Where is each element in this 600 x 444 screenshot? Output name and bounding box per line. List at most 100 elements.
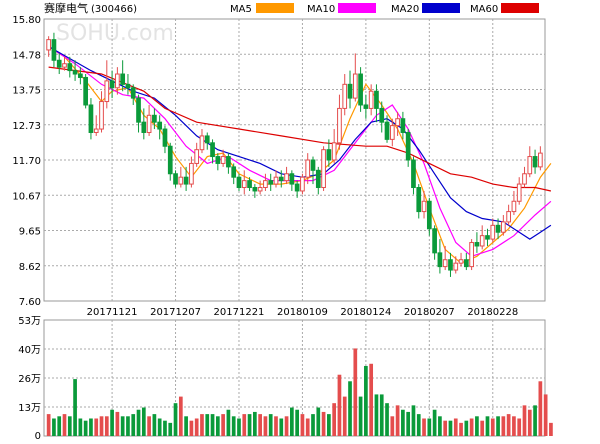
- ma-line-ma5: [48, 45, 552, 264]
- candle-body: [104, 80, 110, 103]
- volume-bar: [480, 420, 485, 436]
- volume-bar: [406, 411, 411, 436]
- candle-body: [522, 173, 527, 185]
- candle-body: [268, 180, 274, 185]
- candle-body: [141, 121, 147, 133]
- volume-bar: [332, 403, 337, 436]
- volume-bar: [427, 418, 432, 436]
- candle-body: [405, 131, 411, 161]
- candle-body: [358, 73, 363, 106]
- volume-bar: [78, 418, 83, 436]
- volume-bar: [136, 409, 141, 436]
- candle-body: [310, 159, 316, 171]
- candle-body: [305, 159, 311, 178]
- candle-body: [363, 104, 369, 109]
- candle-body: [331, 142, 337, 161]
- volume-bar: [311, 414, 315, 436]
- volume-bar: [226, 409, 231, 436]
- price-tick-label: 12.73: [12, 121, 41, 132]
- volume-bar: [178, 396, 183, 436]
- candle-body: [204, 135, 210, 144]
- axis-labels: 15.80 14.78 13.75 12.73 11.70 10.67 9.65 8.62 7.…: [12, 15, 518, 442]
- volume-bar: [448, 420, 453, 436]
- candle-body: [51, 39, 57, 61]
- volume-bar: [395, 405, 400, 436]
- candle-body: [273, 176, 279, 185]
- stock-name: 赛摩电气: [44, 1, 88, 15]
- candle-body: [315, 169, 321, 189]
- candle-body: [384, 121, 390, 140]
- candle-body: [352, 73, 358, 99]
- candle-body: [379, 107, 385, 123]
- volume-bar: [131, 414, 136, 436]
- volume-bar: [67, 416, 72, 436]
- candle-body: [130, 87, 136, 99]
- sohu-watermark: SOHU.com: [56, 21, 174, 46]
- candle-body: [215, 156, 221, 164]
- price-tick-label: 15.80: [12, 15, 41, 26]
- candle-body: [257, 187, 263, 192]
- volume-bar: [321, 411, 326, 436]
- volume-bar: [501, 416, 506, 436]
- candle-body: [72, 70, 78, 75]
- price-grid: [43, 18, 546, 302]
- volume-bar: [469, 418, 474, 436]
- volume-tick-label: 53万: [18, 316, 41, 327]
- volume-bar: [252, 411, 257, 436]
- candle-body: [506, 211, 511, 223]
- date-tick-label: 20171207: [150, 307, 201, 318]
- candle-body: [300, 176, 305, 192]
- volume-bar: [316, 407, 321, 436]
- volume-bar: [543, 394, 548, 436]
- volume-bar: [379, 394, 384, 436]
- candle-body: [278, 176, 284, 182]
- candle-body: [474, 242, 480, 247]
- volume-bar: [284, 416, 289, 436]
- price-tick-label: 13.75: [12, 86, 41, 97]
- candle-body: [337, 107, 342, 144]
- candle-body: [178, 176, 184, 185]
- candle-body: [463, 259, 469, 268]
- candle-body: [442, 259, 448, 268]
- candle-body: [226, 156, 231, 168]
- volume-bar: [194, 418, 199, 436]
- candle-body: [99, 101, 104, 130]
- candle-body: [62, 63, 67, 68]
- volume-bar: [305, 418, 310, 436]
- candle-body: [479, 235, 485, 247]
- candle-body: [469, 242, 474, 268]
- volume-bar: [432, 409, 437, 436]
- volume-bar: [115, 411, 120, 436]
- ma-legend: MA5 MA10 MA20 MA60: [230, 3, 539, 15]
- legend-swatch-ma10: [338, 3, 376, 13]
- date-tick-label: 20180207: [404, 307, 455, 318]
- candle-body: [93, 128, 99, 133]
- candle-body: [189, 162, 194, 185]
- volume-bar: [453, 418, 458, 436]
- candle-body: [516, 183, 522, 202]
- volume-bar: [263, 416, 268, 436]
- volume-bar: [147, 416, 151, 436]
- candle-body: [458, 259, 464, 264]
- candle-body: [125, 83, 131, 89]
- candle-body: [511, 200, 517, 213]
- volume-bar: [231, 416, 236, 436]
- volume-tick-label: 40万: [18, 345, 41, 356]
- candle-body: [194, 149, 200, 164]
- candle-body: [294, 183, 300, 192]
- legend-swatch-ma60: [501, 3, 539, 13]
- volume-bar: [141, 407, 146, 436]
- date-tick-label: 20180124: [340, 307, 391, 318]
- legend-label-ma10: MA10: [307, 4, 335, 15]
- volume-bar: [385, 403, 389, 436]
- candle-body: [231, 166, 237, 178]
- candle-body: [400, 118, 406, 133]
- volume-bar: [52, 418, 56, 436]
- volume-bar: [464, 420, 469, 436]
- candle-body: [284, 173, 289, 182]
- candle-body: [326, 149, 332, 161]
- candle-body: [173, 173, 178, 185]
- volume-bar: [522, 405, 527, 436]
- candle-body: [411, 159, 416, 189]
